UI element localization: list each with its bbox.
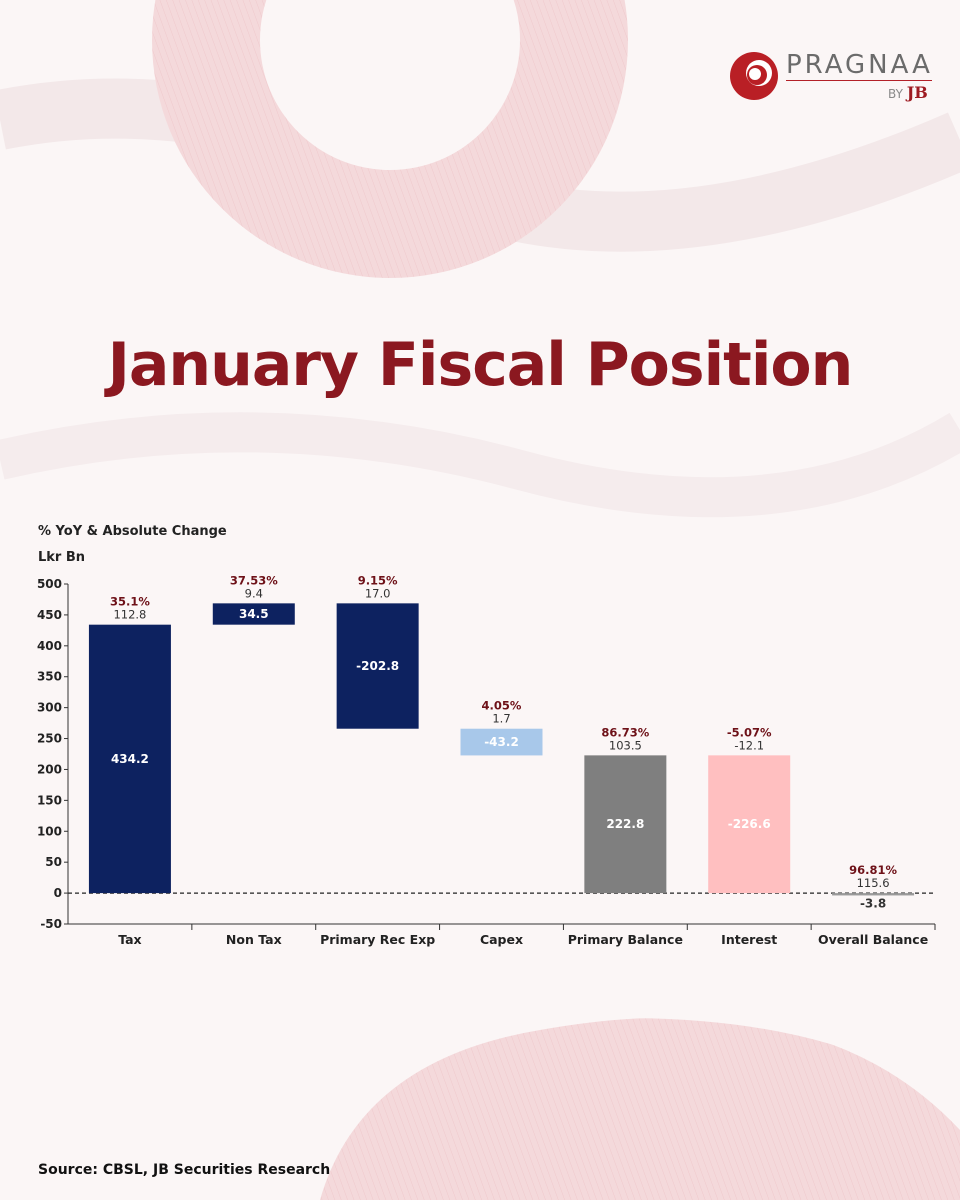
abs-change-label: 9.4 (245, 586, 263, 600)
abs-change-label: 112.8 (113, 608, 146, 622)
y-tick-label: 100 (37, 824, 62, 838)
y-tick-label: 300 (37, 701, 62, 715)
chart-subtitle: % YoY & Absolute Change (38, 524, 227, 539)
abs-change-label: 103.5 (609, 738, 642, 752)
yoy-pct-label: 86.73% (601, 725, 649, 739)
x-tick-label: Interest (721, 932, 777, 947)
brand-logo: PRAGNAA BY JB (728, 46, 938, 106)
yoy-pct-label: 4.05% (482, 699, 522, 713)
x-tick-label: Primary Rec Exp (320, 932, 435, 947)
x-tick-label: Tax (118, 932, 141, 947)
x-tick-label: Overall Balance (818, 932, 928, 947)
bar-overall-balance (832, 893, 915, 896)
y-tick-label: 500 (37, 577, 62, 591)
x-tick-label: Primary Balance (568, 932, 683, 947)
chart-unit-label: Lkr Bn (38, 550, 86, 565)
waterfall-chart: -50 0 50 100 150 200 250 300 350 400 450 500 Tax Non … (37, 573, 936, 947)
y-tick-label: 400 (37, 639, 62, 653)
x-tick-label: Non Tax (226, 932, 282, 947)
yoy-pct-label: 37.53% (230, 573, 278, 587)
yoy-pct-label: 96.81% (849, 863, 897, 877)
bar-value-label: 222.8 (606, 817, 644, 831)
bar-value-label: -202.8 (356, 659, 399, 673)
page-title: January Fiscal Position (107, 330, 854, 400)
bar-tax (88, 624, 171, 894)
source-note: Source: CBSL, JB Securities Research (38, 1162, 331, 1178)
y-tick-label: 450 (37, 608, 62, 622)
y-tick-label: 350 (37, 670, 62, 684)
bar-capex (460, 728, 543, 756)
abs-change-label: 1.7 (492, 712, 510, 726)
y-tick-label: 150 (37, 793, 62, 807)
abs-change-label: 17.0 (365, 586, 391, 600)
bar-non-tax (212, 603, 295, 625)
y-tick-label: -50 (40, 917, 62, 931)
bar-primary-rec-exp (336, 603, 419, 729)
pragnaa-logo-icon (730, 52, 778, 100)
y-tick-label: 200 (37, 762, 62, 776)
x-tick-label: Capex (480, 932, 523, 947)
bar-value-label: -43.2 (484, 735, 519, 749)
brand-mark: JB (906, 83, 928, 102)
bar-interest (708, 755, 791, 894)
yoy-pct-label: -5.07% (727, 725, 772, 739)
brand-byline: BY JB (888, 83, 928, 102)
bar-value-label: -3.8 (860, 896, 886, 910)
y-tick-label: 0 (54, 886, 62, 900)
brand-divider (786, 80, 932, 81)
bar-value-label: -226.6 (728, 817, 771, 831)
bar-primary-balance (584, 755, 667, 894)
bar-value-label: 34.5 (239, 607, 269, 621)
brand-by: BY (888, 87, 903, 101)
brand-name: PRAGNAA (786, 50, 933, 80)
bar-value-label: 434.2 (111, 752, 149, 766)
y-tick-label: 50 (45, 855, 62, 869)
y-tick-label: 250 (37, 732, 62, 746)
yoy-pct-label: 9.15% (358, 573, 398, 587)
yoy-pct-label: 35.1% (110, 595, 150, 609)
abs-change-label: -12.1 (734, 738, 764, 752)
abs-change-label: 115.6 (857, 876, 890, 890)
